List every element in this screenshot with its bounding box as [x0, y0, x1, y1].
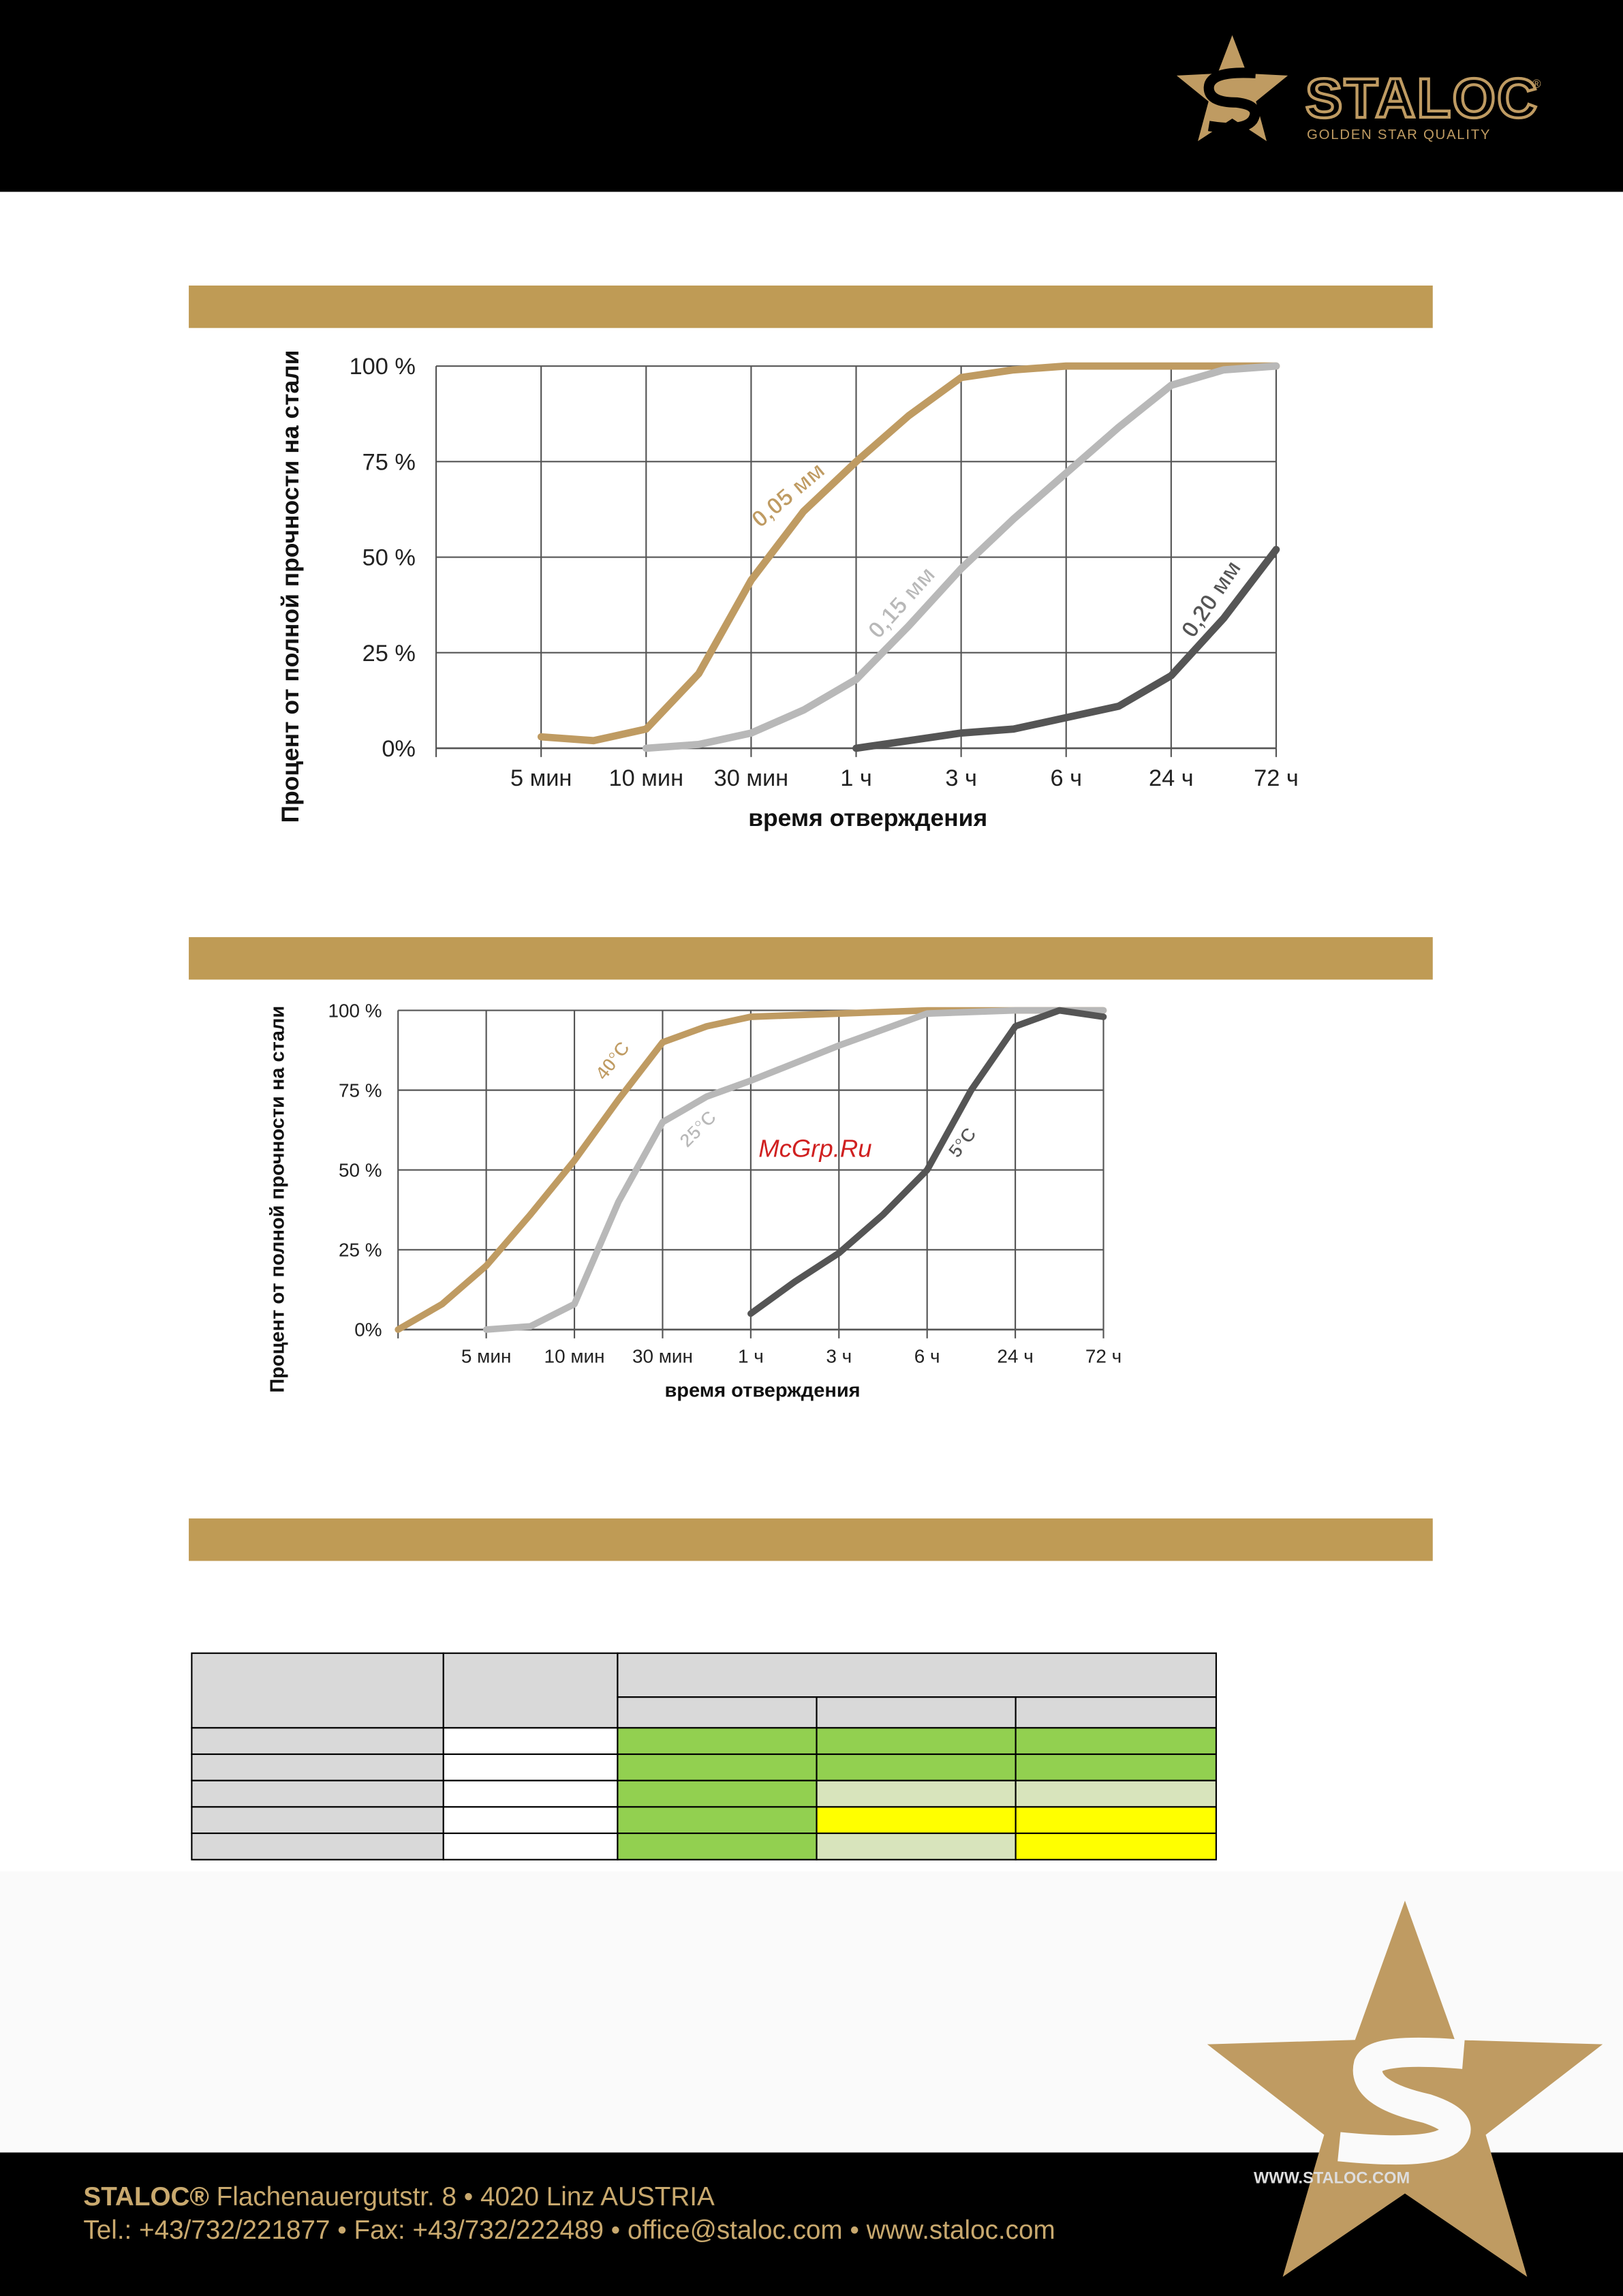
series-line [482, 1007, 1107, 1333]
x-tick-label: 6 ч [914, 1345, 940, 1366]
y-tick-label: 100 % [350, 354, 416, 380]
y-tick-label: 0% [382, 736, 416, 762]
table-cell [442, 1652, 619, 1729]
footer-address: STALOC® Flachenauergutstr. 8 • 4020 Linz… [83, 2182, 715, 2211]
table-cell [191, 1753, 444, 1781]
y-tick-label: 75 % [362, 449, 416, 475]
x-tick-label: 5 мин [461, 1345, 511, 1366]
section-bar [189, 937, 1433, 980]
table-cell [442, 1832, 619, 1861]
footer-contact: Tel.: +43/732/221877 • Fax: +43/732/2224… [83, 2216, 1055, 2245]
x-tick-label: 30 мин [714, 765, 789, 791]
x-tick-label: 5 мин [510, 765, 572, 791]
chart: 0% 25 % 50 % 75 % 100 % 5 мин 10 мин 30 мин 1 ч 3… [277, 350, 1299, 831]
chart: 0% 25 % 50 % 75 % 100 % 5 мин 10 мин 30 мин 1 ч 3… [267, 1000, 1122, 1401]
table-cell [816, 1727, 1017, 1756]
x-tick-label: 10 мин [609, 765, 684, 791]
table-cell [442, 1779, 619, 1808]
table-cell [617, 1779, 818, 1808]
table-cell [816, 1832, 1017, 1861]
x-tick-label: 1 ч [840, 765, 872, 791]
y-axis-title: Процент от полной прочности на стали [277, 350, 304, 823]
website-badge: WWW.STALOC.COM [1254, 2170, 1410, 2188]
brand-registered: ® [1532, 77, 1541, 91]
y-tick-label: 100 % [328, 1000, 382, 1021]
x-tick-label: 24 ч [1149, 765, 1194, 791]
series-line [747, 1007, 1107, 1317]
logo-star [1176, 35, 1288, 142]
table-cell [617, 1806, 818, 1835]
x-tick-label: 6 ч [1050, 765, 1082, 791]
section-bar [189, 1518, 1433, 1561]
y-axis-title: Процент от полной прочности на стали [267, 1006, 289, 1393]
y-tick-label: 75 % [339, 1080, 382, 1101]
table-cell [191, 1832, 444, 1861]
table-cell [617, 1652, 1217, 1698]
table-cell [617, 1696, 818, 1729]
charts: 0% 25 % 50 % 75 % 100 % 5 мин 10 мин 30 мин 1 ч 3… [267, 350, 1299, 1402]
x-tick-label: 3 ч [945, 765, 977, 791]
table-cell [617, 1753, 818, 1781]
series-line [395, 1007, 1107, 1333]
x-axis-title: время отверждения [664, 1380, 860, 1402]
x-tick-label: 24 ч [997, 1345, 1033, 1366]
brand-name: STALOC [1305, 67, 1539, 129]
x-tick-label: 72 ч [1254, 765, 1299, 791]
series-line [852, 545, 1280, 752]
x-tick-label: 3 ч [826, 1345, 852, 1366]
table-cell [816, 1753, 1017, 1781]
footer-star-s [1338, 2037, 1471, 2165]
y-tick-label: 25 % [362, 641, 416, 667]
x-tick-label: 72 ч [1085, 1345, 1122, 1366]
y-tick-label: 25 % [339, 1240, 382, 1261]
brand-tagline: GOLDEN STAR QUALITY [1307, 127, 1491, 142]
table-cell [1015, 1696, 1217, 1729]
watermark: McGrp.Ru [758, 1134, 871, 1162]
table-cell [1015, 1753, 1217, 1781]
table-cell [191, 1727, 444, 1756]
table [191, 1652, 1217, 1861]
table-cell [191, 1652, 444, 1729]
table-cell [442, 1753, 619, 1781]
table-cell [1015, 1727, 1217, 1756]
table-cell [816, 1696, 1017, 1729]
table-cell [442, 1727, 619, 1756]
table-cell [816, 1806, 1017, 1835]
table-cell [816, 1779, 1017, 1808]
table-cell [617, 1832, 818, 1861]
series-label: 40°C [591, 1037, 634, 1084]
y-tick-label: 50 % [362, 545, 416, 571]
x-axis-title: время отверждения [748, 804, 987, 831]
table-cell [442, 1806, 619, 1835]
logo-s [1203, 67, 1261, 134]
table-cell [1015, 1806, 1217, 1835]
header-bar [0, 0, 1623, 192]
y-tick-label: 0% [354, 1319, 382, 1341]
x-tick-label: 30 мин [632, 1345, 693, 1366]
x-tick-label: 1 ч [738, 1345, 764, 1366]
table-cell [617, 1727, 818, 1756]
y-tick-label: 50 % [339, 1160, 382, 1181]
address: Flachenauergutstr. 8 • 4020 Linz AUSTRIA [209, 2182, 715, 2211]
series-line [642, 362, 1280, 752]
company-name: STALOC® [83, 2182, 209, 2211]
section-bar [189, 285, 1433, 328]
table-cell [191, 1806, 444, 1835]
table-cell [1015, 1779, 1217, 1808]
x-tick-label: 10 мин [544, 1345, 605, 1366]
series-line [537, 362, 1280, 745]
table-cell [191, 1779, 444, 1808]
table-cell [1015, 1832, 1217, 1861]
